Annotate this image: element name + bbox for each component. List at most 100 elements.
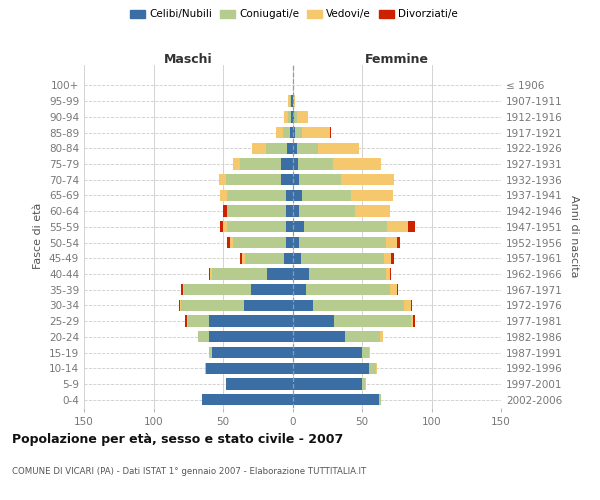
Bar	[233, 158, 239, 170]
Bar	[239, 158, 281, 170]
Bar	[351, 190, 392, 201]
Bar	[317, 142, 359, 154]
Bar	[293, 206, 299, 217]
Bar	[293, 111, 294, 122]
Bar	[286, 237, 293, 248]
Bar	[299, 174, 341, 186]
Bar	[362, 378, 365, 390]
Legend: Celibi/Nubili, Coniugati/e, Vedovi/e, Divorziati/e: Celibi/Nubili, Coniugati/e, Vedovi/e, Di…	[126, 5, 462, 24]
Y-axis label: Anni di nascita: Anni di nascita	[569, 195, 579, 278]
Bar	[205, 362, 206, 374]
Bar	[283, 127, 290, 138]
Bar	[293, 158, 298, 170]
Bar	[379, 394, 382, 406]
Bar	[293, 284, 307, 296]
Bar	[390, 268, 391, 280]
Bar	[293, 378, 362, 390]
Bar	[185, 316, 187, 326]
Bar	[244, 300, 293, 311]
Bar	[284, 111, 289, 122]
Bar	[362, 347, 369, 358]
Bar	[293, 237, 299, 248]
Bar	[299, 237, 386, 248]
Bar	[296, 111, 308, 122]
Text: Femmine: Femmine	[365, 53, 429, 66]
Bar	[376, 362, 377, 374]
Bar	[304, 221, 387, 232]
Bar	[220, 190, 227, 201]
Bar	[410, 316, 413, 326]
Bar	[334, 316, 410, 326]
Bar	[413, 316, 415, 326]
Bar	[206, 362, 293, 374]
Bar	[226, 174, 281, 186]
Bar	[293, 252, 301, 264]
Bar	[291, 111, 293, 122]
Bar	[209, 316, 293, 326]
Bar	[209, 268, 211, 280]
Bar	[386, 237, 397, 248]
Bar	[290, 96, 291, 107]
Bar	[404, 300, 410, 311]
Bar	[182, 284, 184, 296]
Bar	[266, 142, 287, 154]
Bar	[202, 394, 293, 406]
Bar	[355, 206, 390, 217]
Bar	[239, 252, 242, 264]
Bar	[369, 362, 376, 374]
Bar	[219, 174, 226, 186]
Bar	[223, 221, 227, 232]
Bar	[227, 221, 286, 232]
Bar	[227, 237, 230, 248]
Bar	[181, 284, 182, 296]
Bar	[220, 221, 223, 232]
Bar	[391, 252, 394, 264]
Bar	[293, 190, 302, 201]
Bar	[301, 252, 384, 264]
Bar	[291, 96, 293, 107]
Bar	[293, 362, 369, 374]
Bar	[284, 252, 293, 264]
Bar	[293, 221, 304, 232]
Bar	[295, 127, 302, 138]
Bar	[188, 316, 209, 326]
Text: Popolazione per età, sesso e stato civile - 2007: Popolazione per età, sesso e stato civil…	[12, 432, 343, 446]
Bar	[281, 158, 293, 170]
Bar	[293, 300, 313, 311]
Bar	[346, 331, 380, 342]
Bar	[286, 206, 293, 217]
Bar	[227, 206, 286, 217]
Bar	[313, 300, 404, 311]
Bar	[211, 268, 212, 280]
Bar	[281, 174, 293, 186]
Bar	[293, 127, 295, 138]
Bar	[209, 347, 212, 358]
Bar	[365, 378, 366, 390]
Bar	[410, 300, 412, 311]
Bar	[212, 268, 268, 280]
Bar	[386, 268, 390, 280]
Bar	[390, 284, 397, 296]
Bar	[212, 347, 293, 358]
Bar	[289, 111, 291, 122]
Bar	[223, 206, 227, 217]
Bar	[397, 237, 400, 248]
Bar	[309, 268, 386, 280]
Bar	[276, 127, 283, 138]
Bar	[341, 174, 394, 186]
Bar	[187, 316, 188, 326]
Bar	[198, 331, 209, 342]
Bar	[369, 347, 370, 358]
Bar	[384, 252, 391, 264]
Bar	[298, 158, 333, 170]
Bar	[397, 284, 398, 296]
Bar	[296, 142, 317, 154]
Bar	[286, 190, 293, 201]
Text: COMUNE DI VICARI (PA) - Dati ISTAT 1° gennaio 2007 - Elaborazione TUTTITALIA.IT: COMUNE DI VICARI (PA) - Dati ISTAT 1° ge…	[12, 467, 366, 476]
Bar	[293, 394, 379, 406]
Bar	[230, 237, 233, 248]
Bar	[293, 142, 296, 154]
Bar	[299, 206, 355, 217]
Bar	[242, 252, 245, 264]
Bar	[286, 221, 293, 232]
